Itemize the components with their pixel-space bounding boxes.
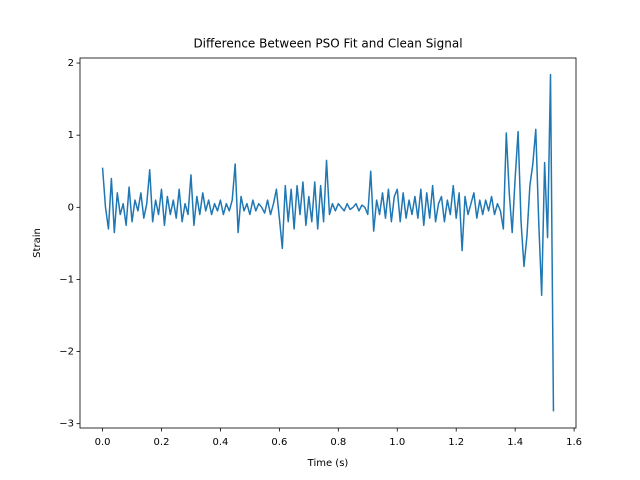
x-tick-label: 1.6 [566,437,582,448]
x-tick-label: 1.0 [389,437,405,448]
y-axis-label: Strain [32,228,43,258]
y-tick-label: −3 [59,419,74,430]
x-tick-label: 1.2 [448,437,464,448]
x-axis-label: Time (s) [307,458,349,469]
x-tick-label: 0.4 [212,437,228,448]
y-tick-label: 2 [68,58,74,69]
y-tick-label: 1 [68,130,74,141]
y-tick-label: 0 [68,202,74,213]
x-tick-label: 0.8 [330,437,346,448]
x-tick-label: 0.0 [95,437,111,448]
x-tick-label: 1.4 [507,437,523,448]
x-tick-label: 0.2 [154,437,170,448]
y-tick-label: −1 [59,274,74,285]
plot-frame [79,57,577,429]
chart-title: Difference Between PSO Fit and Clean Sig… [193,37,462,51]
data-line [101,73,555,412]
x-tick-label: 0.6 [271,437,287,448]
y-tick-label: −2 [59,347,74,358]
